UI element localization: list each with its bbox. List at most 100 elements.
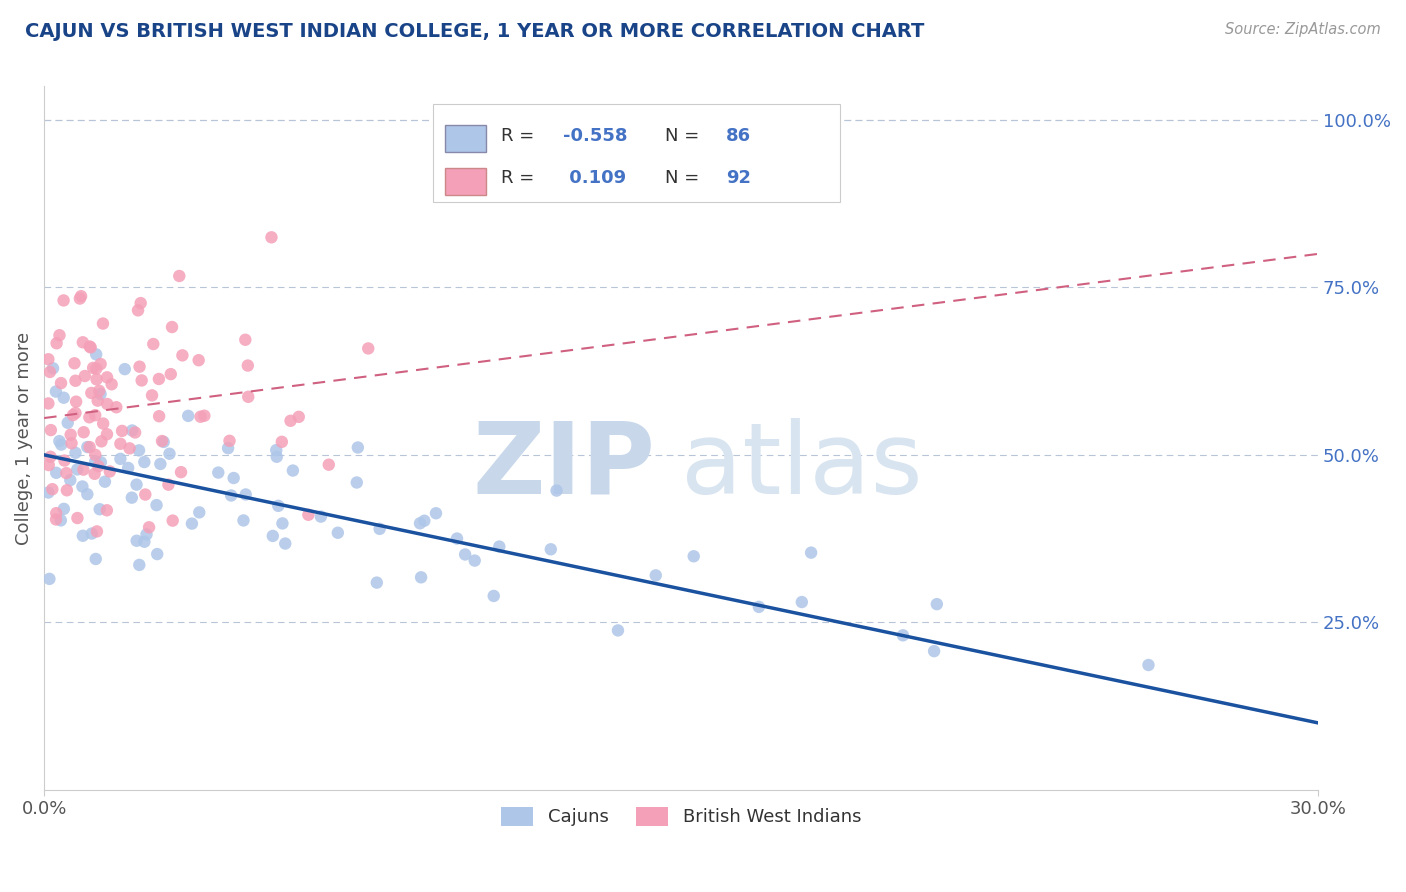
Point: [134, 455, 156, 469]
Point: [1137, 658, 1160, 673]
Point: [84, 408, 107, 422]
Point: [357, 342, 380, 356]
Point: [232, 513, 254, 527]
Point: [446, 532, 468, 546]
Point: [287, 409, 309, 424]
Point: [45, 506, 67, 520]
Point: [121, 491, 143, 505]
Point: [218, 434, 240, 448]
Point: [82, 360, 104, 375]
Point: [96, 503, 118, 517]
Point: [891, 628, 914, 642]
Point: [235, 487, 257, 501]
Point: [368, 522, 391, 536]
Point: [146, 547, 169, 561]
Point: [86, 393, 108, 408]
Point: [346, 475, 368, 490]
Text: N =: N =: [665, 169, 704, 186]
Point: [111, 424, 134, 438]
Text: ZIP: ZIP: [472, 417, 655, 515]
Bar: [446, 168, 486, 194]
Point: [188, 505, 211, 519]
Point: [142, 337, 165, 351]
Point: [52, 501, 75, 516]
Point: [84, 454, 107, 468]
Point: [454, 548, 477, 562]
Point: [347, 441, 370, 455]
Point: [169, 268, 191, 283]
Point: [187, 353, 209, 368]
Point: [267, 499, 290, 513]
Point: [262, 529, 284, 543]
Point: [65, 374, 87, 388]
Point: [90, 455, 112, 469]
Point: [141, 388, 163, 402]
Point: [117, 461, 139, 475]
Point: [76, 487, 98, 501]
Point: [105, 401, 128, 415]
Point: [127, 303, 149, 318]
Point: [181, 516, 204, 531]
Point: [280, 414, 302, 428]
Point: [193, 409, 215, 423]
Point: [65, 446, 87, 460]
Point: [84, 347, 107, 361]
Point: [409, 516, 432, 531]
FancyBboxPatch shape: [433, 104, 841, 202]
Point: [271, 516, 294, 531]
Point: [56, 416, 79, 430]
Text: 92: 92: [725, 169, 751, 186]
Point: [207, 466, 229, 480]
Point: [135, 527, 157, 541]
Point: [38, 572, 60, 586]
Point: [274, 536, 297, 550]
Point: [59, 473, 82, 487]
Point: [37, 396, 59, 410]
Point: [409, 570, 432, 584]
Point: [148, 372, 170, 386]
Point: [98, 465, 121, 479]
Point: [84, 552, 107, 566]
Point: [326, 525, 349, 540]
Point: [260, 230, 283, 244]
Point: [90, 434, 112, 449]
Point: [150, 434, 173, 448]
Point: [217, 441, 239, 455]
Point: [149, 457, 172, 471]
Point: [51, 437, 73, 451]
Point: [49, 376, 72, 391]
Point: [309, 509, 332, 524]
Point: [540, 542, 562, 557]
Point: [86, 524, 108, 539]
Point: [65, 394, 87, 409]
Point: [131, 374, 153, 388]
Point: [69, 292, 91, 306]
Point: [790, 595, 813, 609]
Point: [281, 464, 304, 478]
Text: 86: 86: [725, 127, 751, 145]
Point: [110, 437, 132, 451]
Text: CAJUN VS BRITISH WEST INDIAN COLLEGE, 1 YEAR OR MORE CORRELATION CHART: CAJUN VS BRITISH WEST INDIAN COLLEGE, 1 …: [25, 22, 925, 41]
Point: [157, 477, 180, 491]
Point: [38, 365, 60, 379]
Point: [87, 459, 110, 474]
Point: [159, 447, 181, 461]
Point: [84, 448, 107, 462]
Point: [56, 483, 79, 498]
Point: [48, 434, 70, 449]
Point: [96, 427, 118, 442]
Point: [49, 513, 72, 527]
Point: [128, 443, 150, 458]
Point: [464, 553, 486, 567]
Point: [45, 336, 67, 351]
Point: [66, 511, 89, 525]
Point: [91, 417, 114, 431]
Point: [270, 434, 292, 449]
Point: [79, 339, 101, 353]
Point: [425, 506, 447, 520]
Point: [644, 568, 666, 582]
Point: [59, 427, 82, 442]
Point: [79, 410, 101, 425]
Point: [63, 356, 86, 370]
Point: [922, 644, 945, 658]
